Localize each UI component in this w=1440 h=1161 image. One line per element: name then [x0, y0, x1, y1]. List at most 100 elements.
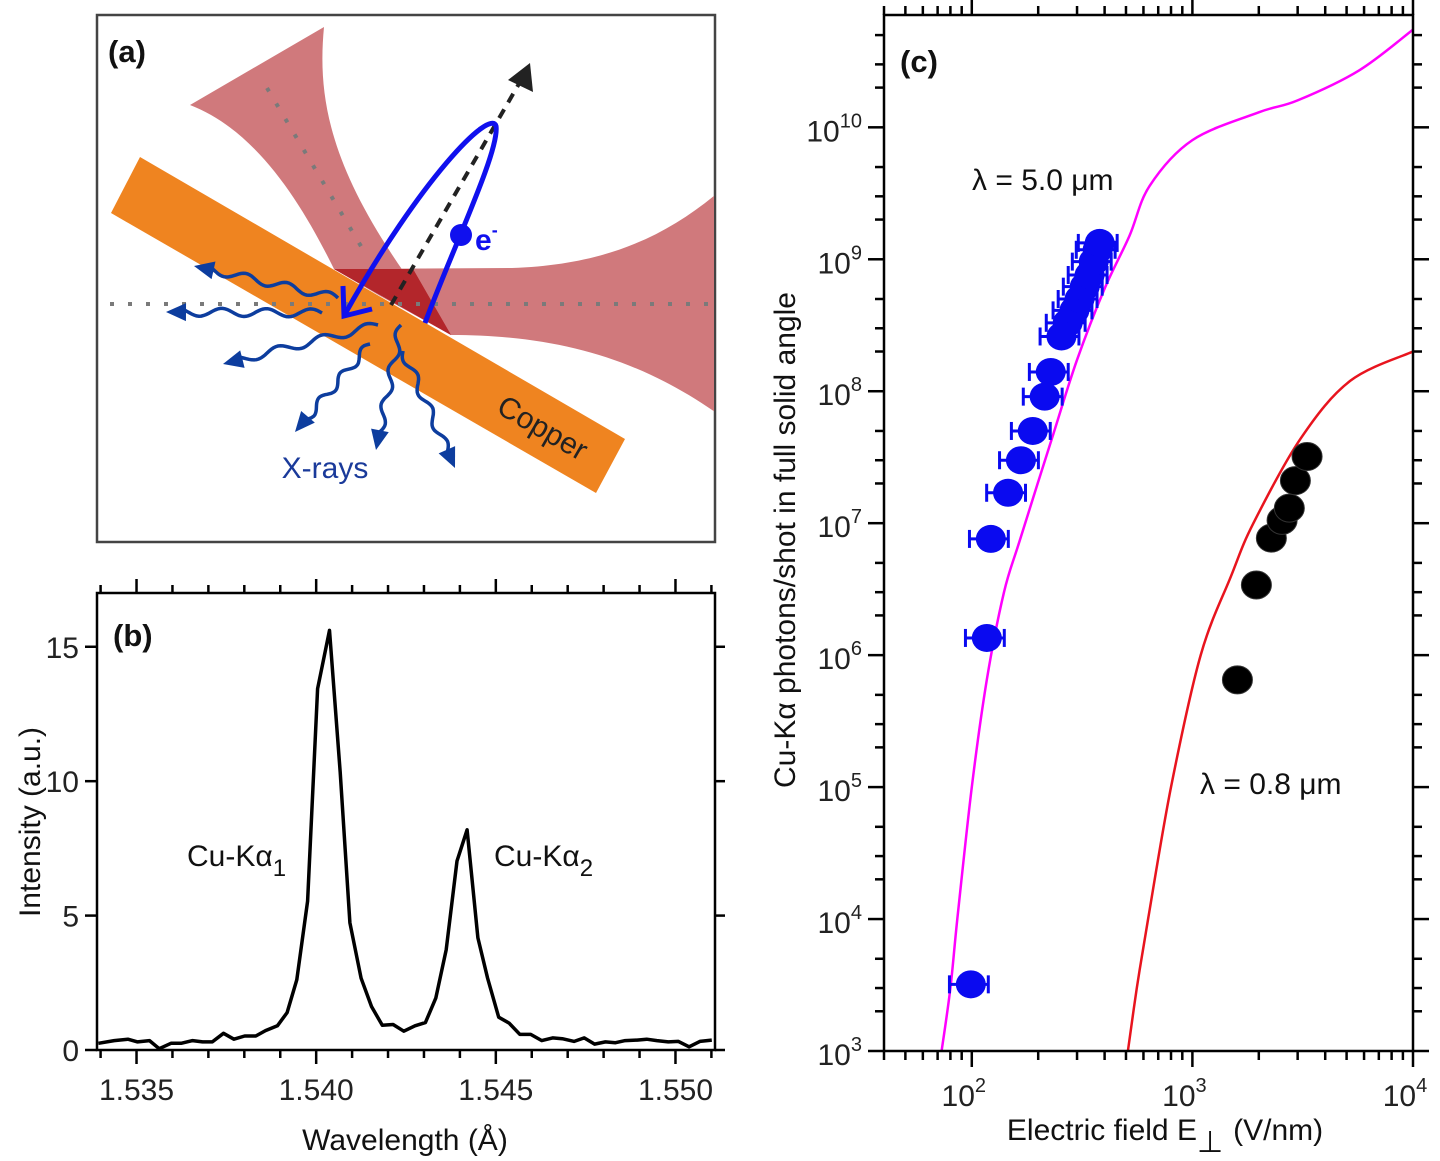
x-tick-label: 102 [942, 1075, 987, 1113]
tick-exponent: 2 [975, 1075, 986, 1097]
data-point-5um [1029, 382, 1060, 411]
xray-wave [302, 342, 371, 422]
xray-wave [374, 323, 403, 437]
tick-base: 10 [806, 115, 839, 148]
data-point-5um [1084, 228, 1115, 257]
x-tick-label: 1.545 [458, 1074, 533, 1107]
xray-wave [400, 350, 451, 457]
xray-wave [207, 264, 340, 300]
x-tick-label: 103 [1162, 1075, 1207, 1113]
tick-base: 10 [818, 643, 851, 676]
panel-b-label: (b) [113, 618, 153, 653]
electron-dot [450, 224, 472, 246]
spectrum-line [98, 628, 712, 1051]
panel-c-points [947, 228, 1323, 999]
peak-label-ka2: Cu-Kα2 [494, 840, 593, 882]
data-point-5um [1035, 357, 1066, 386]
electron-trajectory-arrowhead [340, 285, 373, 320]
data-point-5um [975, 524, 1006, 553]
y-tick-label: 103 [818, 1034, 863, 1072]
data-point-5um [1017, 416, 1048, 445]
panel-b-ticks: 1.535 1.540 1.545 1.550 0 5 10 15 [46, 579, 725, 1107]
x-tick-label: 1.540 [279, 1074, 354, 1107]
data-point-0.8um [1221, 665, 1253, 695]
curve-5um [940, 28, 1414, 1052]
xray-wave [235, 321, 379, 362]
y-tick-label: 107 [818, 506, 863, 544]
tick-exponent: 4 [1416, 1075, 1427, 1097]
y-tick-label: 105 [818, 770, 863, 808]
tick-exponent: 6 [851, 638, 862, 660]
dotted-axis-diagonal [265, 86, 370, 260]
data-point-5um [955, 970, 986, 999]
xray-wave [179, 306, 323, 319]
y-tick-label: 5 [62, 901, 79, 934]
tick-base: 10 [818, 907, 851, 940]
panel-a-label: (a) [108, 34, 146, 69]
data-point-0.8um [1279, 466, 1311, 496]
curve-0.8um [1126, 350, 1414, 1052]
xray-arrowhead-icon [371, 428, 389, 450]
y-tick-label: 108 [818, 374, 863, 412]
data-point-0.8um [1273, 493, 1305, 523]
y-tick-label: 106 [818, 638, 863, 676]
panel-b-spectrum: 1.535 1.540 1.545 1.550 0 5 10 15 (b) Cu-Kα1 Cu… [14, 579, 725, 1157]
tick-base: 10 [942, 1080, 975, 1113]
data-point-0.8um [1291, 442, 1323, 472]
x-tick-label: 104 [1383, 1075, 1428, 1113]
panel-c-ylabel: Cu-Kα photons/shot in full solid angle [769, 292, 802, 788]
panel-c-frame [882, 13, 1415, 1053]
xray-arrows [166, 261, 456, 468]
panel-c-curves [940, 28, 1414, 1052]
curve-label-0.8um: λ = 0.8 μm [1200, 768, 1342, 801]
laser-beam-incoming [190, 27, 451, 335]
panel-b-xlabel: Wavelength (Å) [302, 1124, 508, 1157]
y-tick-label: 15 [46, 632, 79, 665]
xray-arrowhead-icon [295, 410, 315, 432]
peak-label-ka1: Cu-Kα1 [187, 840, 286, 882]
y-tick-label: 0 [62, 1035, 79, 1068]
tick-base: 10 [818, 1039, 851, 1072]
tick-exponent: 10 [840, 110, 862, 132]
panel-c-xlabel: Electric field E⊥ (V/nm) [1007, 1114, 1323, 1159]
y-tick-label: 1010 [806, 110, 862, 148]
electron-direction-dashed-arrow [389, 80, 522, 307]
tick-base: 10 [818, 775, 851, 808]
tick-base: 10 [818, 379, 851, 412]
tick-exponent: 9 [851, 242, 862, 264]
data-point-5um [993, 478, 1024, 507]
data-point-5um [1005, 446, 1036, 475]
panel-c-label: (c) [900, 44, 938, 79]
x-tick-label: 1.550 [638, 1074, 713, 1107]
xray-arrowhead-icon [194, 261, 216, 280]
y-tick-label: 104 [818, 902, 863, 940]
tick-exponent: 3 [851, 1034, 862, 1056]
tick-exponent: 3 [1196, 1075, 1207, 1097]
data-point-0.8um [1240, 570, 1272, 600]
tick-base: 10 [1383, 1080, 1416, 1113]
xray-arrowhead-icon [438, 446, 456, 468]
panel-b-ylabel: Intensity (a.u.) [14, 727, 47, 917]
tick-exponent: 7 [851, 506, 862, 528]
tick-exponent: 5 [851, 770, 862, 792]
panel-b-frame [95, 591, 717, 1052]
data-point-5um [971, 623, 1002, 652]
y-tick-label: 10 [46, 766, 79, 799]
xrays-label: X-rays [282, 452, 369, 485]
curve-label-5um: λ = 5.0 μm [972, 164, 1114, 197]
tick-exponent: 4 [851, 902, 862, 924]
panel-a-schematic: e- Copper X-rays (a) [95, 13, 717, 544]
x-tick-label: 1.535 [99, 1074, 174, 1107]
y-tick-label: 109 [818, 242, 863, 280]
xray-arrowhead-icon [166, 303, 187, 322]
tick-base: 10 [1162, 1080, 1195, 1113]
electron-label: e- [475, 220, 498, 257]
tick-base: 10 [818, 511, 851, 544]
tick-exponent: 8 [851, 374, 862, 396]
arrowhead-icon [508, 63, 533, 92]
xray-arrowhead-icon [223, 350, 245, 368]
tick-base: 10 [818, 247, 851, 280]
